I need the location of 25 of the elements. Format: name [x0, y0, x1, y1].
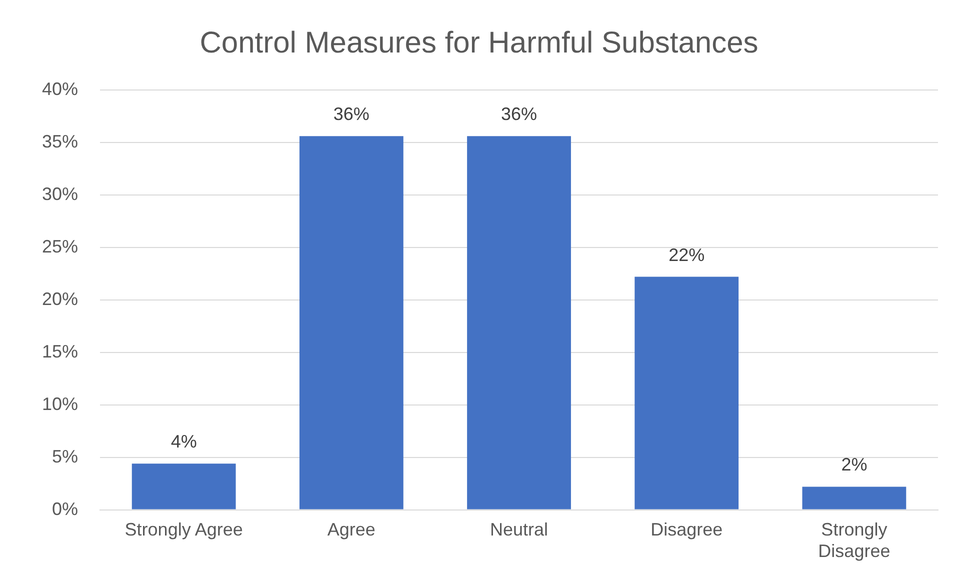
y-tick-label: 5%: [52, 446, 78, 466]
y-tick-label: 15%: [42, 341, 78, 362]
data-label: 2%: [841, 454, 868, 475]
x-tick-label: Agree: [327, 520, 376, 540]
y-tick-label: 0%: [52, 498, 78, 519]
bar: [299, 136, 404, 510]
data-label: 36%: [333, 104, 370, 124]
bar: [132, 464, 236, 510]
y-tick-label: 40%: [42, 78, 78, 99]
y-tick-label: 25%: [42, 236, 78, 256]
y-tick-label: 30%: [42, 184, 78, 204]
chart-title: Control Measures for Harmful Substances: [200, 26, 758, 60]
x-tick-label: Strongly Agree: [124, 520, 243, 540]
x-tick-label: Neutral: [490, 520, 548, 540]
data-label: 36%: [501, 104, 538, 124]
y-tick-label: 35%: [42, 131, 78, 152]
y-tick-label: 20%: [42, 288, 78, 309]
bar: [802, 486, 906, 510]
y-tick-label: 10%: [42, 394, 78, 414]
bar: [634, 276, 739, 510]
x-tick-label: Strongly Disagree: [818, 520, 890, 562]
x-tick-label: Disagree: [650, 520, 723, 540]
data-label: 4%: [170, 432, 197, 452]
bar: [467, 136, 571, 510]
data-label: 22%: [668, 244, 705, 265]
